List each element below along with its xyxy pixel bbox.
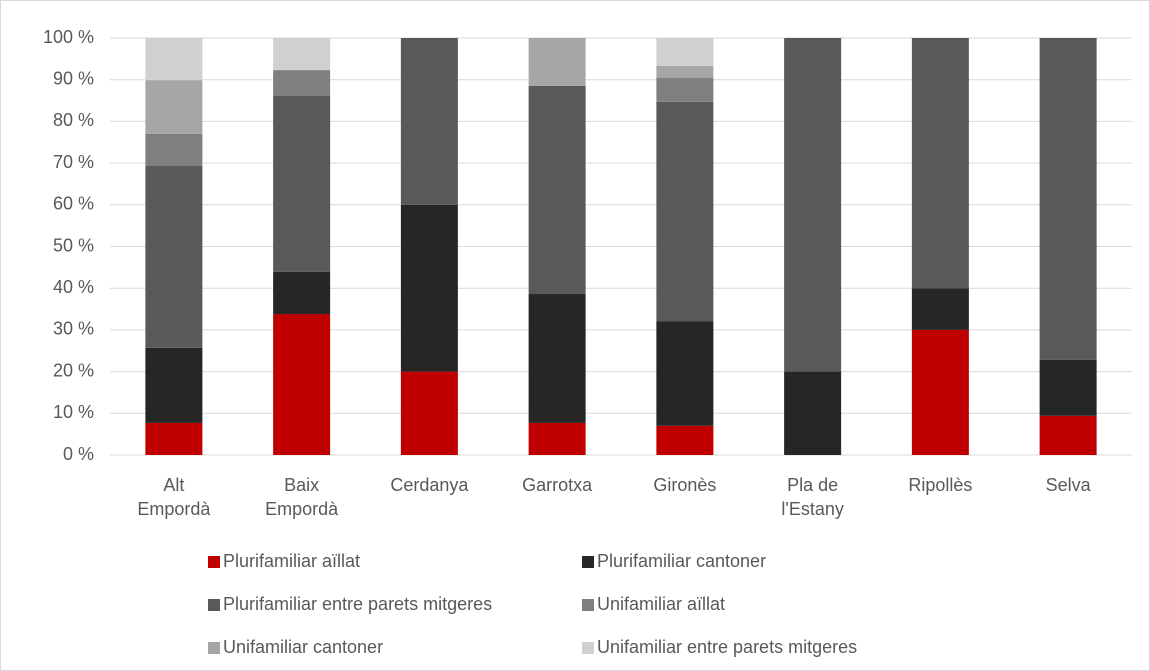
bar-segment [528, 85, 586, 295]
bar-segment [145, 347, 203, 423]
legend-label: Unifamiliar entre parets mitgeres [597, 637, 857, 657]
bar-segment [911, 329, 969, 455]
bar-segment [145, 80, 203, 134]
bar-segment [784, 371, 842, 455]
bar-segment [273, 271, 331, 315]
y-tick-label: 90 % [53, 68, 94, 88]
bar-segment [528, 38, 586, 86]
bar-segment [400, 38, 458, 205]
y-tick-label: 60 % [53, 194, 94, 214]
x-tick-label: Baix Empordà [265, 475, 339, 519]
bar-segment [145, 422, 203, 455]
legend-swatch [582, 556, 594, 568]
bar-segment [273, 38, 331, 71]
bar-segment [1039, 38, 1097, 360]
legend-swatch [208, 599, 220, 611]
bar-segment [145, 166, 203, 348]
bar-segment [1039, 415, 1097, 455]
bar-segment [528, 294, 586, 423]
bar-segment [145, 38, 203, 81]
x-tick-label: Gironès [653, 475, 716, 495]
bar-segment [656, 101, 714, 322]
x-tick-label: Garrotxa [522, 475, 593, 495]
bar-segment [911, 38, 969, 289]
bar-segment [656, 65, 714, 79]
y-tick-label: 10 % [53, 402, 94, 422]
legend-label: Unifamiliar aïllat [597, 594, 725, 614]
bar-segment [273, 95, 331, 272]
bar-segment [1039, 359, 1097, 416]
y-tick-label: 30 % [53, 319, 94, 339]
y-tick-label: 50 % [53, 235, 94, 255]
legend-swatch [582, 599, 594, 611]
bar-segment [784, 38, 842, 372]
bar-segment [400, 371, 458, 455]
x-tick-label: Cerdanya [390, 475, 469, 495]
y-tick-label: 0 % [63, 444, 94, 464]
bar-segment [273, 70, 331, 96]
bar-segment [145, 133, 203, 167]
legend-swatch [208, 556, 220, 568]
y-tick-label: 80 % [53, 110, 94, 130]
y-tick-label: 70 % [53, 152, 94, 172]
bar-segment [656, 425, 714, 455]
bar-segment [400, 204, 458, 372]
x-tick-label: Ripollès [908, 475, 972, 495]
bar-segment [911, 288, 969, 330]
x-tick-label: Selva [1046, 475, 1092, 495]
legend-swatch [208, 642, 220, 654]
x-tick-label: Pla de l'Estany [781, 475, 843, 519]
legend-swatch [582, 642, 594, 654]
legend-label: Plurifamiliar aïllat [223, 551, 360, 571]
bar-segment [656, 38, 714, 66]
legend-label: Plurifamiliar cantoner [597, 551, 766, 571]
bar-segment [656, 78, 714, 102]
y-tick-label: 20 % [53, 360, 94, 380]
bar-segment [528, 422, 586, 455]
bar-segment [273, 314, 331, 455]
x-tick-label: Alt Empordà [137, 475, 211, 519]
y-tick-label: 100 % [43, 27, 94, 47]
bar-segment [656, 321, 714, 426]
y-tick-label: 40 % [53, 277, 94, 297]
legend-label: Plurifamiliar entre parets mitgeres [223, 594, 492, 614]
legend-label: Unifamiliar cantoner [223, 637, 383, 657]
